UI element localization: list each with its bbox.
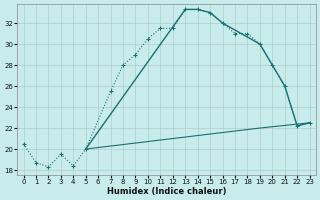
X-axis label: Humidex (Indice chaleur): Humidex (Indice chaleur)	[107, 187, 226, 196]
